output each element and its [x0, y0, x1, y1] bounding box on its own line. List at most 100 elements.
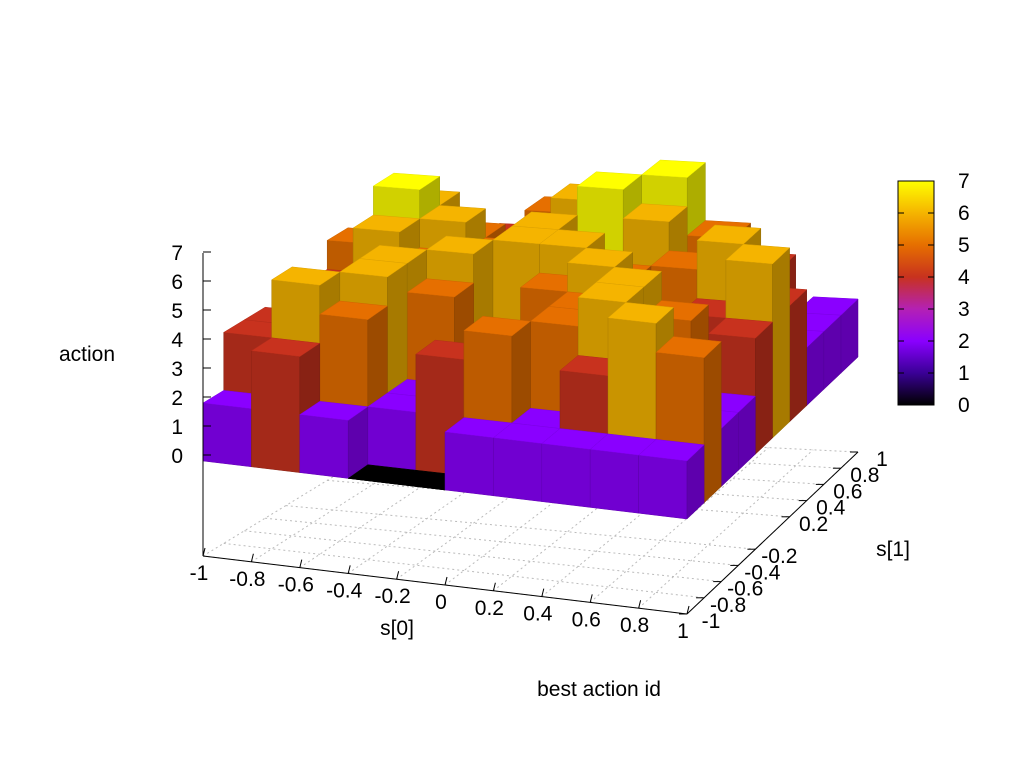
z-tick-label: 2 [171, 387, 183, 410]
x-tick [638, 600, 642, 609]
surface-top [566, 247, 634, 268]
colorbar-tick-label: 7 [958, 170, 970, 193]
surface-face [789, 289, 807, 423]
y-tick-label: -0.2 [761, 545, 797, 568]
surface-face [202, 402, 252, 468]
grid-line [223, 542, 705, 599]
z-tick-label: 5 [171, 300, 183, 323]
z-axis-label: action [59, 343, 115, 366]
x-tick [444, 576, 448, 586]
surface-top [538, 229, 606, 249]
z-tick-label: 6 [171, 271, 183, 294]
surface-top [299, 401, 369, 421]
surface-top [352, 214, 421, 233]
surface-top [425, 235, 494, 255]
surface-face [541, 443, 591, 508]
surface-top [250, 337, 321, 357]
x-tick-label: 0.2 [475, 597, 504, 620]
surface-top [270, 266, 341, 286]
surface-top [319, 300, 389, 320]
surface-top [418, 205, 487, 223]
y-axis-label: s[1] [876, 538, 910, 561]
surface-top [406, 278, 475, 298]
y-tick-label: -1 [702, 610, 721, 633]
y-tick-label: 0.4 [816, 497, 846, 520]
grid-line [285, 505, 756, 550]
surface-face [589, 449, 639, 514]
surface-face [493, 437, 543, 502]
surface-top [622, 203, 688, 223]
x-tick [686, 605, 690, 615]
colorbar-tick-label: 1 [958, 362, 970, 385]
colorbar: 0 1 2 3 4 5 6 7 [897, 170, 970, 417]
z-axis-ticks: 0 1 2 3 4 5 6 7 [171, 242, 211, 468]
z-tick-label: 7 [171, 242, 183, 265]
y-axis-ticks: -1-0.8-0.6-0.4-0.20.20.40.60.81 [679, 448, 888, 633]
surface-face [444, 431, 494, 497]
surface-top [655, 336, 722, 359]
surface-face [367, 406, 417, 471]
x-tick-label: -1 [190, 562, 209, 585]
surface-face [251, 350, 301, 473]
x-tick [250, 553, 254, 562]
grid-line [638, 449, 814, 609]
colorbar-tick-label: 6 [958, 202, 970, 225]
surface-top [707, 317, 774, 339]
y-tick-label: -0.4 [744, 561, 781, 584]
x-tick-label: -0.4 [326, 579, 363, 602]
x-tick-label: 0.6 [572, 608, 601, 631]
surface-face [703, 341, 722, 504]
surface-top [577, 281, 645, 303]
y-tick-label: -0.6 [727, 578, 763, 601]
x-tick [299, 559, 303, 568]
colorbar-tick-label: 3 [958, 298, 970, 321]
y-tick-label: 1 [876, 448, 888, 471]
surface-face [638, 454, 688, 520]
x-axis-label: s[0] [380, 617, 414, 640]
x-tick [202, 547, 206, 557]
colorbar-bar [897, 180, 935, 406]
x-tick-label: 0 [435, 591, 447, 614]
z-tick-label: 0 [171, 445, 183, 468]
surface-top [638, 439, 705, 462]
x-tick-label: 0.4 [523, 603, 553, 626]
chart-title: best action id [537, 678, 661, 701]
colorbar-tick-label: 2 [958, 330, 970, 353]
y-tick-label: 0.8 [850, 464, 879, 487]
surface-face [772, 247, 790, 439]
y-tick-label: 0.6 [833, 480, 862, 503]
y-tick-label: -0.8 [710, 594, 746, 617]
surface-top [607, 302, 675, 324]
surface-top [725, 243, 791, 265]
x-tick-label: -0.2 [375, 585, 411, 608]
surface-top [641, 159, 707, 178]
x-tick-label: -0.6 [278, 574, 314, 597]
axis-line [686, 451, 859, 615]
x-tick [589, 594, 593, 603]
colorbar-tick-label: 0 [958, 394, 970, 417]
surface-face [299, 414, 349, 479]
x-tick [347, 565, 351, 574]
z-tick-label: 4 [171, 329, 183, 352]
surface-face [755, 321, 773, 455]
x-tick [396, 571, 400, 580]
surface [202, 159, 859, 520]
z-tick-label: 3 [171, 358, 183, 381]
x-tick-label: 1 [677, 620, 689, 643]
surface-top [463, 315, 532, 337]
x-tick-label: 0.8 [620, 614, 649, 637]
z-tick-label: 1 [171, 416, 183, 439]
colorbar-tick-label: 5 [958, 234, 970, 257]
x-tick [492, 582, 496, 591]
surface-top [339, 258, 408, 278]
surface-top [696, 224, 762, 245]
x-axis-ticks: -1 -0.8 -0.6 -0.4 -0.2 0 0.2 0.4 0.6 0.8 1 [190, 547, 690, 643]
x-tick-label: -0.8 [229, 568, 265, 591]
colorbar-tick-label: 4 [958, 266, 970, 289]
grid-line [589, 447, 769, 603]
surface-top [576, 171, 643, 190]
y-tick-label: 0.2 [799, 513, 828, 536]
colorbar-ticks: 0 1 2 3 4 5 6 7 [898, 170, 970, 417]
grid-line [265, 517, 739, 566]
